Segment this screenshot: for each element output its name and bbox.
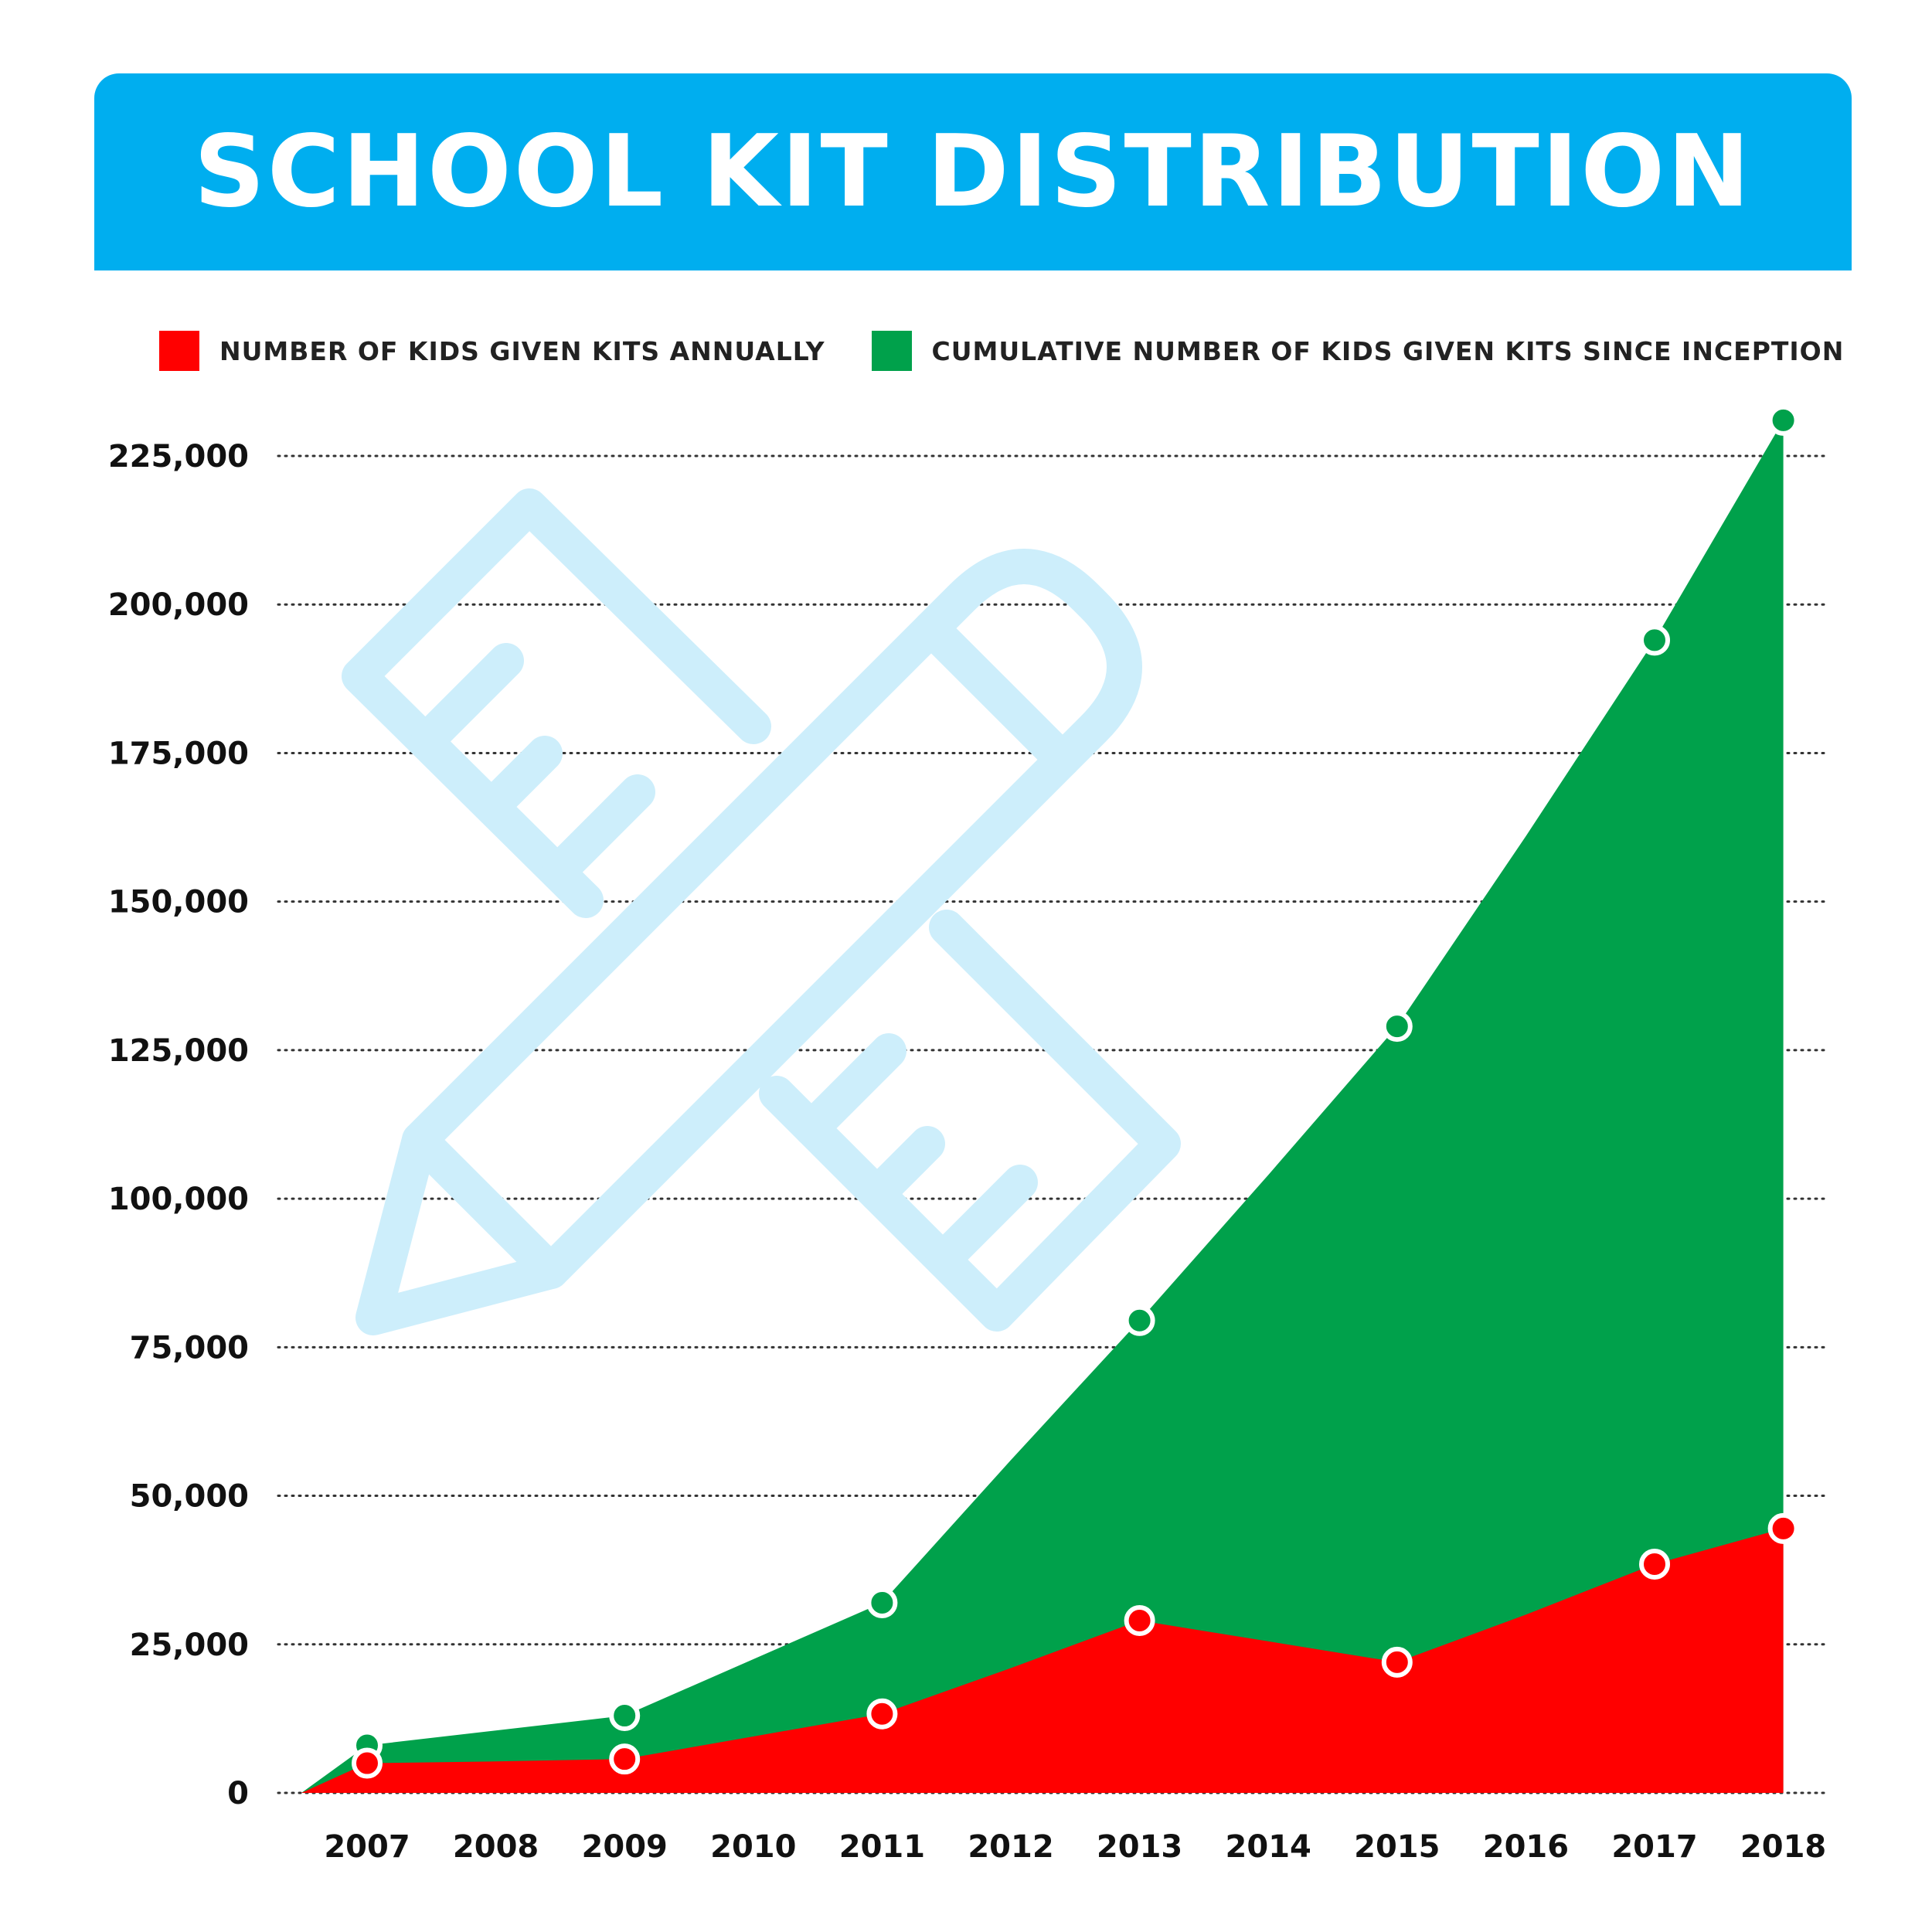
annual-point <box>1381 1646 1413 1678</box>
annual-point <box>1124 1605 1155 1637</box>
cumulative-point <box>866 1587 898 1618</box>
y-tick-label: 200,000 <box>108 587 249 623</box>
page-title: SCHOOL KIT DISTRIBUTION <box>193 114 1753 230</box>
x-tick-label: 2008 <box>453 1829 539 1865</box>
cumulative-point <box>1639 624 1670 656</box>
legend-swatch-annual <box>159 331 199 371</box>
x-tick-label: 2007 <box>324 1829 410 1865</box>
markers <box>352 404 1799 1779</box>
y-tick-label: 100,000 <box>108 1182 249 1217</box>
y-axis-ticks: 0 25,000 50,000 75,000 100,000 125,000 150,000… <box>108 439 249 1811</box>
legend-swatch-cumulative <box>871 331 912 371</box>
x-tick-label: 2010 <box>710 1829 796 1865</box>
chart-legend: NUMBER OF KIDS GIVEN KITS ANNUALLY CUMUL… <box>159 331 1890 371</box>
annual-point <box>866 1698 898 1730</box>
y-tick-label: 125,000 <box>108 1033 249 1069</box>
y-tick-label: 150,000 <box>108 885 249 920</box>
cumulative-area <box>301 420 1784 1793</box>
cumulative-point <box>1381 1011 1413 1043</box>
x-tick-label: 2017 <box>1611 1829 1697 1865</box>
y-tick-label: 0 <box>227 1776 249 1811</box>
areas <box>301 420 1784 1793</box>
annual-point <box>1767 1512 1799 1544</box>
annual-point <box>609 1743 641 1775</box>
y-tick-label: 175,000 <box>108 736 249 771</box>
annual-point <box>1639 1548 1670 1580</box>
title-banner: SCHOOL KIT DISTRIBUTION <box>94 73 1852 270</box>
x-axis-ticks: 2007 2008 2009 2010 2011 2012 2013 2014 2015 2016… <box>324 1829 1826 1865</box>
cumulative-point <box>609 1700 641 1732</box>
cumulative-point <box>1124 1304 1155 1336</box>
legend-item-cumulative: CUMULATIVE NUMBER OF KIDS GIVEN KITS SIN… <box>871 331 1845 371</box>
y-tick-label: 50,000 <box>130 1479 249 1515</box>
annual-point <box>352 1747 383 1779</box>
x-tick-label: 2013 <box>1097 1829 1182 1865</box>
x-tick-label: 2014 <box>1226 1829 1311 1865</box>
y-tick-label: 225,000 <box>108 439 249 474</box>
x-tick-label: 2016 <box>1483 1829 1569 1865</box>
legend-label-cumulative: CUMULATIVE NUMBER OF KIDS GIVEN KITS SIN… <box>931 335 1845 366</box>
legend-item-annual: NUMBER OF KIDS GIVEN KITS ANNUALLY <box>159 331 825 371</box>
pencil-and-ruler-icon <box>342 488 1181 1335</box>
x-tick-label: 2012 <box>968 1829 1053 1865</box>
x-tick-label: 2018 <box>1740 1829 1826 1865</box>
cumulative-point <box>1767 404 1799 436</box>
legend-label-annual: NUMBER OF KIDS GIVEN KITS ANNUALLY <box>219 335 825 366</box>
x-tick-label: 2009 <box>582 1829 668 1865</box>
y-tick-label: 75,000 <box>130 1330 249 1366</box>
annual-area <box>301 1528 1784 1793</box>
x-tick-label: 2015 <box>1354 1829 1440 1865</box>
y-tick-label: 25,000 <box>130 1628 249 1663</box>
x-tick-label: 2011 <box>839 1829 925 1865</box>
